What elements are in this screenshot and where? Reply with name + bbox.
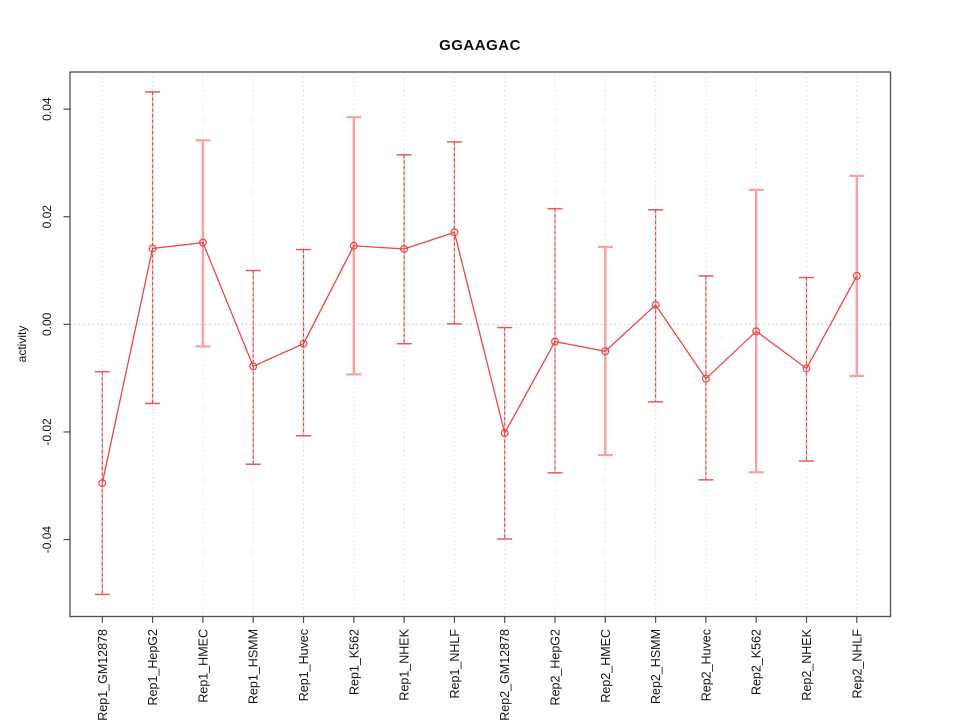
x-tick-label: Rep2_NHLF bbox=[850, 629, 864, 699]
x-tick-label: Rep1_K562 bbox=[347, 629, 361, 695]
data-point bbox=[500, 429, 509, 438]
x-tick-label: Rep2_HepG2 bbox=[549, 629, 563, 705]
data-point bbox=[349, 241, 358, 250]
data-point bbox=[148, 244, 157, 253]
data-point bbox=[651, 300, 660, 309]
y-tick-label: -0.02 bbox=[40, 418, 54, 446]
data-point bbox=[852, 271, 861, 280]
data-point bbox=[450, 228, 459, 237]
data-point bbox=[701, 374, 710, 383]
data-point bbox=[98, 479, 107, 488]
data-point bbox=[601, 347, 610, 356]
y-tick-label: 0.02 bbox=[40, 205, 54, 229]
data-point bbox=[198, 238, 207, 247]
y-tick-label: 0.00 bbox=[40, 312, 54, 336]
x-tick-label: Rep2_NHEK bbox=[800, 628, 814, 700]
data-point bbox=[299, 339, 308, 348]
x-tick-label: Rep2_K562 bbox=[750, 629, 764, 695]
data-point bbox=[752, 327, 761, 336]
x-tick-label: Rep1_HMEC bbox=[196, 629, 210, 703]
data-point bbox=[550, 337, 559, 346]
x-tick-label: Rep1_GM12878 bbox=[96, 629, 110, 720]
x-tick-label: Rep2_Huvec bbox=[699, 629, 713, 701]
chart-title: GGAAGAC bbox=[439, 37, 521, 54]
data-point bbox=[249, 362, 258, 371]
plot-border bbox=[69, 71, 892, 618]
x-tick-label: Rep1_HSMM bbox=[247, 629, 261, 704]
y-tick-label: -0.04 bbox=[40, 526, 54, 554]
series-line bbox=[101, 231, 858, 484]
x-tick-label: Rep2_HSMM bbox=[649, 629, 663, 704]
x-tick-label: Rep1_Huvec bbox=[297, 629, 311, 701]
data-point bbox=[400, 245, 409, 254]
x-tick-label: Rep2_HMEC bbox=[599, 629, 613, 703]
y-tick-label: 0.04 bbox=[40, 97, 54, 121]
x-tick-label: Rep1_NHEK bbox=[398, 628, 412, 700]
x-tick-label: Rep1_HepG2 bbox=[146, 629, 160, 705]
x-tick-label: Rep2_GM12878 bbox=[498, 629, 512, 720]
x-tick-label: Rep1_NHLF bbox=[448, 629, 462, 699]
data-point bbox=[802, 364, 811, 373]
